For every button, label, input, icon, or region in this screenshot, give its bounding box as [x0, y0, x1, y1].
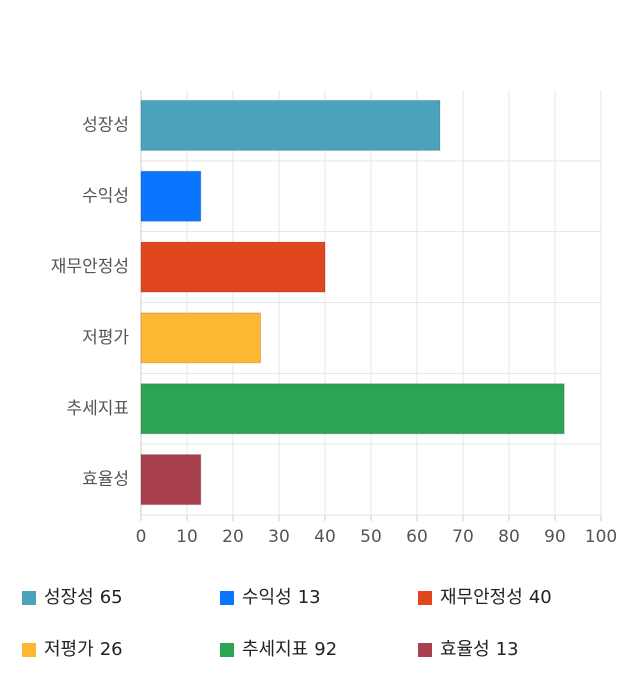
- legend-swatch: [22, 591, 36, 605]
- legend-swatch: [418, 591, 432, 605]
- legend-swatch: [22, 643, 36, 657]
- y-tick-label: 추세지표: [66, 399, 129, 419]
- x-tick-label: 60: [406, 527, 428, 547]
- bar: [140, 99, 441, 151]
- bar: [140, 454, 202, 506]
- x-tick-label: 40: [314, 527, 336, 547]
- x-tick-label: 10: [176, 527, 198, 547]
- y-tick-label: 재무안정성: [51, 257, 129, 277]
- legend-label: 재무안정성 40: [440, 587, 552, 608]
- legend-label: 저평가 26: [44, 639, 123, 660]
- x-tick-label: 100: [585, 527, 617, 547]
- x-tick-label: 80: [498, 527, 520, 547]
- legend-swatch: [220, 643, 234, 657]
- y-tick-label: 성장성: [82, 115, 129, 135]
- x-tick-label: 70: [452, 527, 474, 547]
- legend-name: 저평가: [44, 639, 94, 660]
- x-tick-label: 50: [360, 527, 382, 547]
- legend-label: 성장성 65: [44, 587, 123, 608]
- legend-name: 재무안정성: [440, 587, 523, 608]
- legend-name: 성장성: [44, 587, 94, 608]
- legend-value: 13: [298, 587, 321, 608]
- legend-label: 추세지표 92: [242, 639, 337, 660]
- legend-name: 수익성: [242, 587, 292, 608]
- bar: [140, 383, 565, 435]
- bar: [140, 241, 326, 293]
- y-tick-label: 저평가: [82, 328, 129, 348]
- y-tick-label: 효율성: [82, 470, 129, 490]
- x-tick-label: 90: [544, 527, 566, 547]
- bar: [140, 170, 202, 222]
- legend-label: 수익성 13: [242, 587, 321, 608]
- legend-value: 40: [529, 587, 552, 608]
- x-tick-label: 0: [136, 527, 147, 547]
- legend-value: 65: [100, 587, 123, 608]
- y-tick-label: 수익성: [82, 186, 129, 206]
- legend-value: 26: [100, 639, 123, 660]
- legend-name: 효율성: [440, 639, 490, 660]
- legend-label: 효율성 13: [440, 639, 519, 660]
- legend-value: 92: [314, 639, 337, 660]
- x-tick-label: 30: [268, 527, 290, 547]
- legend-swatch: [418, 643, 432, 657]
- legend-value: 13: [496, 639, 519, 660]
- bar: [140, 312, 262, 364]
- x-tick-label: 20: [222, 527, 244, 547]
- legend-name: 추세지표: [242, 639, 308, 660]
- legend-swatch: [220, 591, 234, 605]
